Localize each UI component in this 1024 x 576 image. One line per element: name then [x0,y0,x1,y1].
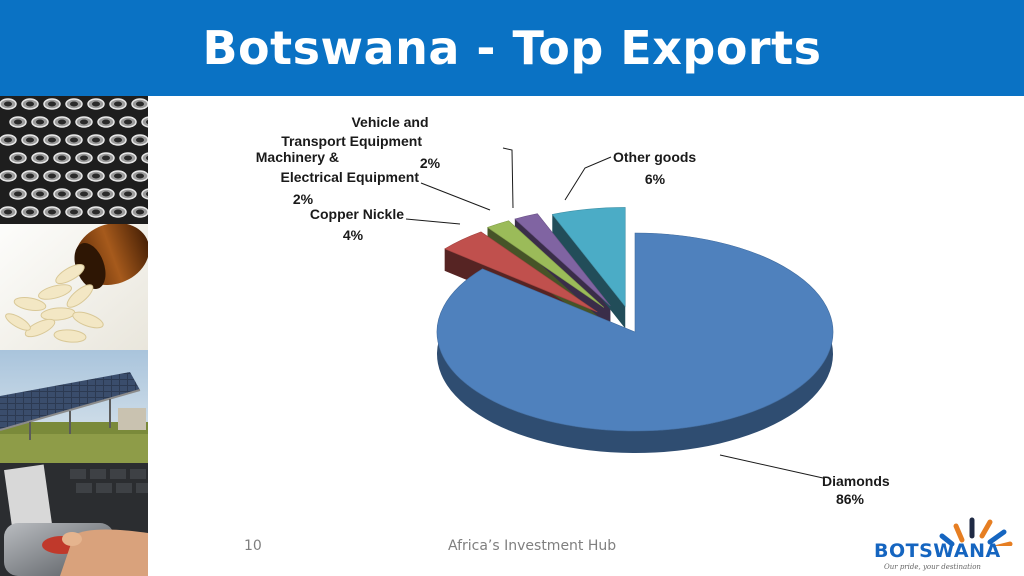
leader-line [564,156,612,201]
slice-value-label: 86% [836,491,865,507]
photo-bottles-icon [0,96,148,224]
photo-pills-icon [0,224,148,350]
title-bar: Botswana - Top Exports [0,0,1024,96]
footer-text: Africa’s Investment Hub [448,538,617,554]
leader-line [405,218,461,225]
slice-value-label: 2% [293,191,314,207]
slice-label: Other goods [613,149,696,165]
photo-fingerprint-scanner-icon [0,463,148,576]
logo-tagline: Our pride, your destination [884,563,981,571]
slice-label: Electrical Equipment [281,169,420,185]
pie-slice-copper-nickle [444,231,598,313]
slice-value-label: 6% [645,171,666,187]
pie-slice-wall [552,214,626,329]
slice-label: Copper Nickle [310,206,404,222]
leader-line [502,147,514,209]
pie-slice-other-goods [551,207,626,308]
botswana-logo: BOTSWANA Our pride, your destination [862,512,1022,574]
photo-strip [0,96,148,576]
pie-slice-machinery-electrical-equipment [486,220,605,308]
leader-line [719,454,824,479]
pie-chart: Diamonds 86% Copper Nickle 4% Machinery & Ele… [256,114,890,507]
leader-line [420,182,491,211]
slice-label: Transport Equipment [281,133,422,149]
slice-label: Machinery & [256,149,339,165]
logo-word: BOTSWANA [874,540,1001,562]
slice-value-label: 4% [343,227,364,243]
page-number: 10 [244,538,262,554]
pie-slice-diamonds [436,232,834,432]
slice-label: Vehicle and [351,114,428,130]
slice-value-label: 2% [420,155,441,171]
slice-label: Diamonds [822,473,890,489]
sun-rays-icon [939,517,1013,546]
pie-slice-vehicle-and-transport-equipment [514,213,611,306]
slide-title: Botswana - Top Exports [202,21,822,75]
photo-solar-panels-icon [0,350,148,463]
